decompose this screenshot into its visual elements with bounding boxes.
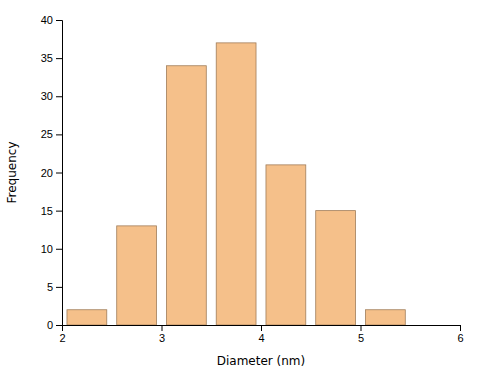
- bar: [316, 211, 356, 325]
- tick-mark: [261, 325, 262, 331]
- tick: 10: [41, 243, 62, 255]
- tick-label: 20: [41, 167, 53, 179]
- tick-mark: [56, 173, 62, 174]
- bars: [67, 43, 405, 325]
- tick-label: 15: [41, 205, 53, 217]
- tick: 4: [258, 325, 264, 344]
- tick-mark: [56, 58, 62, 59]
- bar: [216, 43, 256, 325]
- plot: 2 3 4 5 6 0 5 10 15 20 25 30 35 40: [41, 14, 464, 344]
- tick: 2: [59, 325, 65, 344]
- bar: [365, 310, 405, 325]
- y-axis-title: Frequency: [5, 142, 19, 204]
- tick-label: 4: [258, 332, 264, 344]
- tick: 5: [47, 281, 62, 293]
- chart: 2 3 4 5 6 0 5 10 15 20 25 30 35 40 Diameter (nm) Freque…: [0, 0, 484, 377]
- tick: 40: [41, 14, 62, 26]
- tick: 25: [41, 128, 62, 140]
- tick-mark: [361, 325, 362, 331]
- x-axis-title: Diameter (nm): [217, 354, 306, 368]
- tick-label: 5: [358, 332, 364, 344]
- tick-mark: [56, 249, 62, 250]
- tick: 20: [41, 167, 62, 179]
- tick: 3: [159, 325, 165, 344]
- tick-mark: [56, 287, 62, 288]
- tick-mark: [56, 20, 62, 21]
- tick: 5: [358, 325, 364, 344]
- tick-mark: [460, 325, 461, 331]
- y-axis: 0 5 10 15 20 25 30 35 40: [41, 14, 63, 331]
- tick: 6: [457, 325, 463, 344]
- tick: 35: [41, 52, 62, 64]
- tick: 0: [47, 319, 62, 331]
- tick-mark: [56, 134, 62, 135]
- tick-label: 2: [59, 332, 65, 344]
- x-axis: 2 3 4 5 6: [59, 325, 463, 344]
- tick-label: 0: [47, 319, 53, 331]
- axis-line: [63, 326, 461, 332]
- tick-label: 6: [457, 332, 463, 344]
- tick-label: 3: [159, 332, 165, 344]
- tick-label: 40: [41, 14, 53, 26]
- tick-label: 35: [41, 52, 53, 64]
- axis-line: [56, 21, 63, 326]
- tick-mark: [56, 325, 62, 326]
- tick: 15: [41, 205, 62, 217]
- tick-label: 30: [41, 90, 53, 102]
- tick-mark: [162, 325, 163, 331]
- tick-label: 10: [41, 243, 53, 255]
- tick-mark: [56, 211, 62, 212]
- bar: [67, 310, 107, 325]
- tick-label: 5: [47, 281, 53, 293]
- bar: [266, 165, 306, 325]
- bar: [117, 226, 157, 325]
- tick: 30: [41, 90, 62, 102]
- bar: [166, 66, 206, 325]
- tick-label: 25: [41, 128, 53, 140]
- tick-mark: [56, 96, 62, 97]
